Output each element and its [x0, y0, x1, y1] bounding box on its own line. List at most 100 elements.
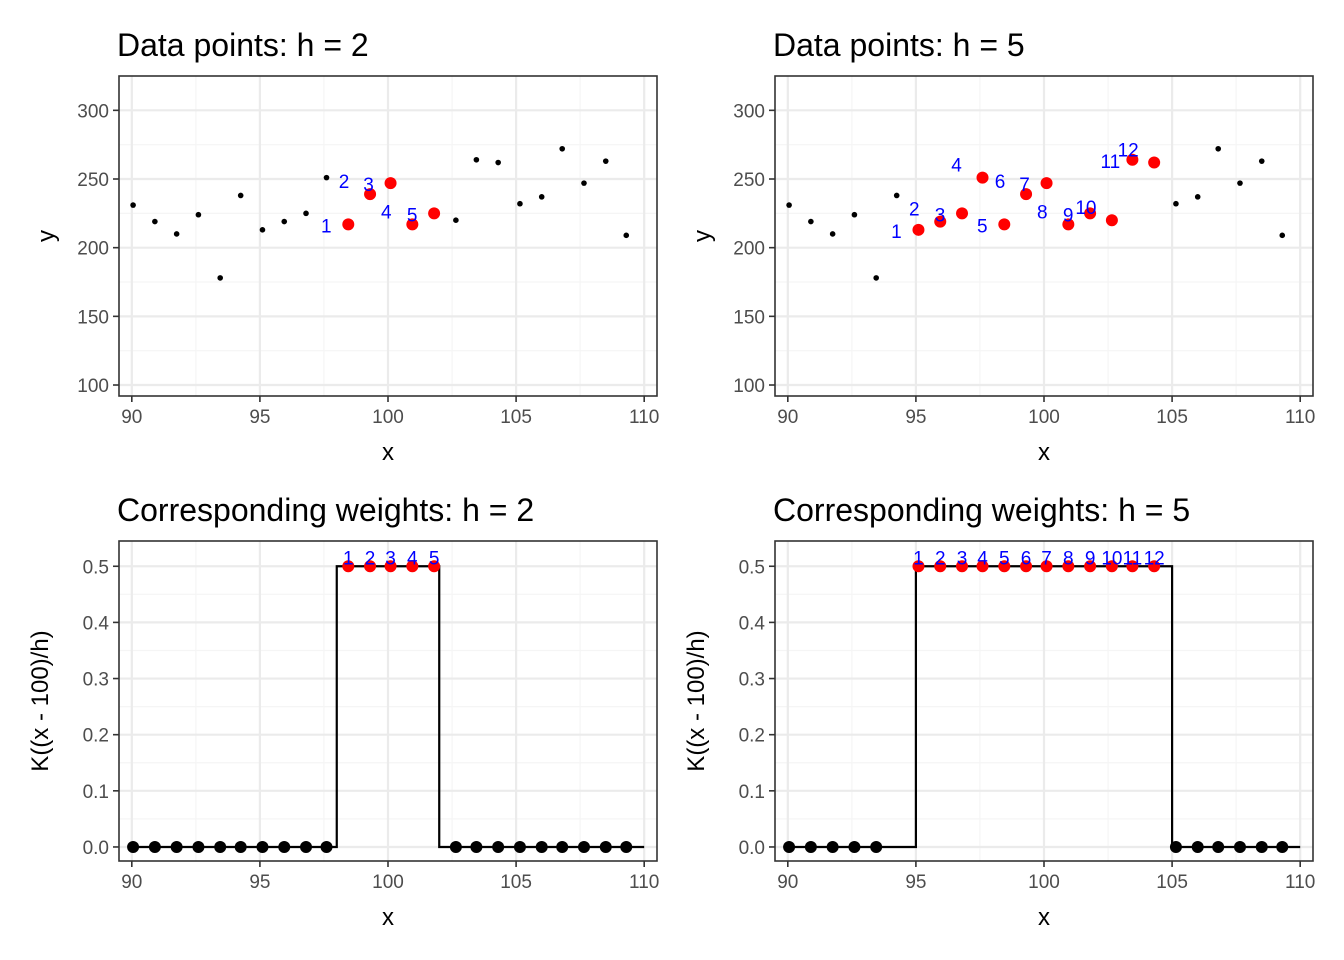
y-tick-label: 0.1 — [739, 782, 765, 803]
zero-weight-point — [1276, 840, 1289, 853]
x-tick-label: 100 — [372, 872, 404, 893]
highlighted-point — [1148, 156, 1161, 169]
data-point — [808, 218, 814, 225]
data-point — [851, 211, 858, 218]
y-tick-label: 0.0 — [83, 838, 109, 859]
zero-weight-point — [148, 840, 161, 853]
y-tick-label: 150 — [733, 307, 765, 328]
y-axis-title: y — [33, 230, 60, 242]
point-label: 8 — [1037, 202, 1048, 223]
point-label: 1 — [321, 216, 332, 237]
point-label: 2 — [365, 548, 376, 569]
x-axis-title: x — [1038, 439, 1050, 466]
y-tick-label: 250 — [733, 170, 765, 191]
data-point — [281, 218, 288, 225]
data-point — [495, 159, 501, 166]
highlighted-weight-point — [912, 560, 925, 573]
highlighted-weight-point — [384, 560, 397, 573]
chart-title: Corresponding weights: h = 5 — [773, 492, 1190, 528]
point-label: 12 — [1144, 548, 1165, 569]
highlighted-point — [934, 215, 947, 228]
y-tick-label: 0.3 — [739, 670, 765, 691]
zero-weight-point — [449, 840, 462, 853]
zero-weight-point — [192, 840, 205, 853]
highlighted-point — [342, 218, 355, 231]
zero-weight-point — [470, 840, 483, 853]
chart-title: Corresponding weights: h = 2 — [117, 492, 534, 528]
x-tick-label: 110 — [1285, 872, 1315, 893]
zero-weight-point — [320, 840, 333, 853]
zero-weight-point — [1212, 840, 1225, 853]
x-tick-label: 90 — [121, 872, 142, 893]
point-label: 3 — [957, 548, 968, 569]
y-tick-label: 0.2 — [739, 726, 765, 747]
y-axis-title: K((x - 100)/h) — [683, 630, 710, 771]
highlighted-point — [998, 218, 1011, 231]
y-tick-label: 0.4 — [83, 613, 110, 634]
zero-weight-point — [234, 840, 247, 853]
highlighted-point — [406, 218, 419, 231]
point-label: 2 — [909, 200, 920, 221]
point-label: 5 — [977, 216, 988, 237]
x-tick-label: 90 — [121, 407, 142, 428]
x-axis-title: x — [382, 904, 394, 931]
data-point — [1215, 145, 1222, 152]
point-label: 7 — [1041, 548, 1052, 569]
zero-weight-point — [620, 840, 633, 853]
data-point — [873, 275, 879, 281]
y-axis-title: y — [689, 230, 716, 242]
point-label: 11 — [1101, 152, 1121, 173]
zero-weight-point — [848, 840, 861, 853]
x-tick-label: 95 — [249, 872, 270, 893]
highlighted-weight-point — [1148, 560, 1161, 573]
x-tick-label: 105 — [500, 407, 532, 428]
point-label: 7 — [1019, 175, 1030, 196]
point-label: 4 — [407, 548, 418, 569]
y-axis-title: K((x - 100)/h) — [27, 630, 54, 771]
x-axis-title: x — [382, 439, 394, 466]
point-label: 11 — [1123, 548, 1143, 569]
highlighted-point — [1020, 188, 1033, 201]
x-tick-label: 95 — [905, 407, 926, 428]
data-point — [829, 231, 836, 237]
x-tick-label: 100 — [1028, 872, 1060, 893]
highlighted-point — [976, 171, 989, 184]
point-label: 2 — [339, 172, 350, 193]
zero-weight-point — [513, 840, 526, 853]
point-label: 3 — [385, 548, 396, 569]
point-label: 1 — [913, 548, 924, 569]
highlighted-weight-point — [956, 560, 969, 573]
data-point — [1258, 158, 1265, 164]
highlighted-weight-point — [976, 560, 989, 573]
x-tick-label: 110 — [629, 872, 659, 893]
zero-weight-point — [599, 840, 612, 853]
data-point — [259, 227, 266, 233]
data-point — [559, 145, 566, 152]
point-label: 12 — [1118, 141, 1139, 162]
zero-weight-point — [556, 840, 569, 853]
zero-weight-point — [256, 840, 269, 853]
data-point — [152, 218, 158, 225]
data-point — [581, 180, 587, 186]
data-point — [1173, 200, 1179, 207]
highlighted-point — [1040, 177, 1053, 190]
point-label: 4 — [951, 156, 962, 177]
data-point — [602, 158, 609, 164]
x-tick-label: 90 — [777, 872, 798, 893]
highlighted-weight-point — [1062, 560, 1075, 573]
data-point — [237, 192, 244, 199]
highlighted-weight-point — [998, 560, 1011, 573]
data-point — [323, 174, 330, 181]
data-point — [893, 192, 900, 199]
data-point — [453, 217, 459, 224]
zero-weight-point — [492, 840, 505, 853]
data-point — [1237, 180, 1243, 186]
data-point — [538, 194, 545, 200]
chart-panel-1: 1 2 34 5 90 95 100 105 110 100 150 200 250 300 Data po… — [33, 27, 659, 466]
x-tick-label: 100 — [1028, 407, 1060, 428]
point-label: 9 — [1085, 548, 1096, 569]
x-tick-label: 105 — [1156, 407, 1188, 428]
data-point — [1279, 232, 1286, 239]
